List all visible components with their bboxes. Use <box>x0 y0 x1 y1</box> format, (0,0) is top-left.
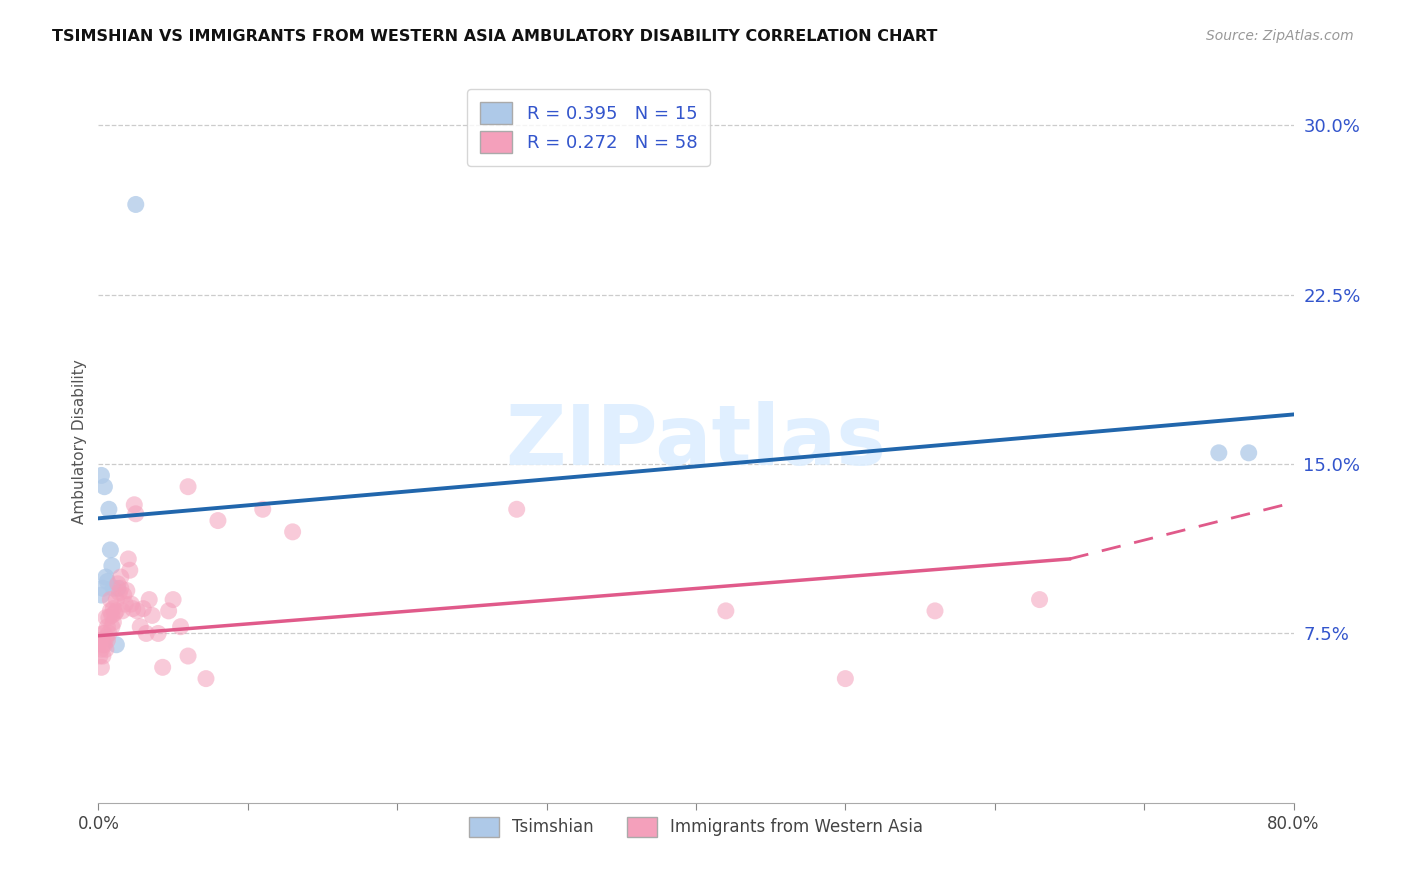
Point <box>1237 446 1260 460</box>
Y-axis label: Ambulatory Disability: Ambulatory Disability <box>72 359 87 524</box>
Point <box>103 582 125 596</box>
Point <box>105 638 128 652</box>
Point <box>114 597 136 611</box>
Point <box>115 583 138 598</box>
Point <box>103 601 125 615</box>
Point <box>97 626 120 640</box>
Point <box>112 588 135 602</box>
Point <box>162 592 184 607</box>
Point <box>152 660 174 674</box>
Point <box>98 542 122 557</box>
Point <box>96 574 118 589</box>
Point <box>96 633 118 648</box>
Point <box>834 672 856 686</box>
Point <box>195 672 218 686</box>
Point <box>111 604 134 618</box>
Point <box>169 620 191 634</box>
Point <box>177 648 200 663</box>
Point <box>105 604 128 618</box>
Point <box>125 507 148 521</box>
Point <box>110 570 132 584</box>
Point <box>207 514 229 528</box>
Legend: Tsimshian, Immigrants from Western Asia: Tsimshian, Immigrants from Western Asia <box>457 805 935 848</box>
Point <box>108 586 131 600</box>
Point <box>93 626 115 640</box>
Point <box>110 582 132 596</box>
Point <box>97 502 120 516</box>
Text: ZIPatlas: ZIPatlas <box>506 401 886 482</box>
Point <box>103 615 125 630</box>
Point <box>90 588 112 602</box>
Point <box>135 626 157 640</box>
Point <box>714 604 737 618</box>
Point <box>148 626 170 640</box>
Point <box>91 582 114 596</box>
Point <box>252 502 274 516</box>
Point <box>104 606 127 620</box>
Point <box>281 524 304 539</box>
Point <box>124 498 146 512</box>
Point <box>177 480 200 494</box>
Point <box>94 631 117 645</box>
Point <box>129 620 152 634</box>
Point <box>924 604 946 618</box>
Point <box>101 620 124 634</box>
Point <box>157 604 180 618</box>
Point <box>105 592 128 607</box>
Point <box>91 626 114 640</box>
Point <box>89 633 111 648</box>
Point <box>127 604 149 618</box>
Point <box>94 610 117 624</box>
Point <box>132 601 155 615</box>
Point <box>94 642 117 657</box>
Point <box>101 608 124 623</box>
Point <box>97 610 120 624</box>
Point <box>120 597 142 611</box>
Point <box>90 633 112 648</box>
Point <box>94 570 117 584</box>
Point <box>90 660 112 674</box>
Point <box>89 648 111 663</box>
Point <box>1028 592 1050 607</box>
Point <box>96 620 118 634</box>
Point <box>107 582 129 596</box>
Point <box>91 648 114 663</box>
Point <box>118 563 141 577</box>
Point <box>107 576 129 591</box>
Point <box>506 502 529 516</box>
Point <box>90 642 112 657</box>
Point <box>141 608 163 623</box>
Text: TSIMSHIAN VS IMMIGRANTS FROM WESTERN ASIA AMBULATORY DISABILITY CORRELATION CHAR: TSIMSHIAN VS IMMIGRANTS FROM WESTERN ASI… <box>52 29 938 44</box>
Point <box>93 480 115 494</box>
Point <box>101 558 124 573</box>
Point <box>117 552 139 566</box>
Point <box>138 592 160 607</box>
Point <box>91 638 114 652</box>
Point <box>93 638 115 652</box>
Point <box>98 604 122 618</box>
Point <box>90 468 112 483</box>
Point <box>98 592 122 607</box>
Text: Source: ZipAtlas.com: Source: ZipAtlas.com <box>1206 29 1354 43</box>
Point <box>121 601 143 615</box>
Point <box>1208 446 1230 460</box>
Point <box>125 197 148 211</box>
